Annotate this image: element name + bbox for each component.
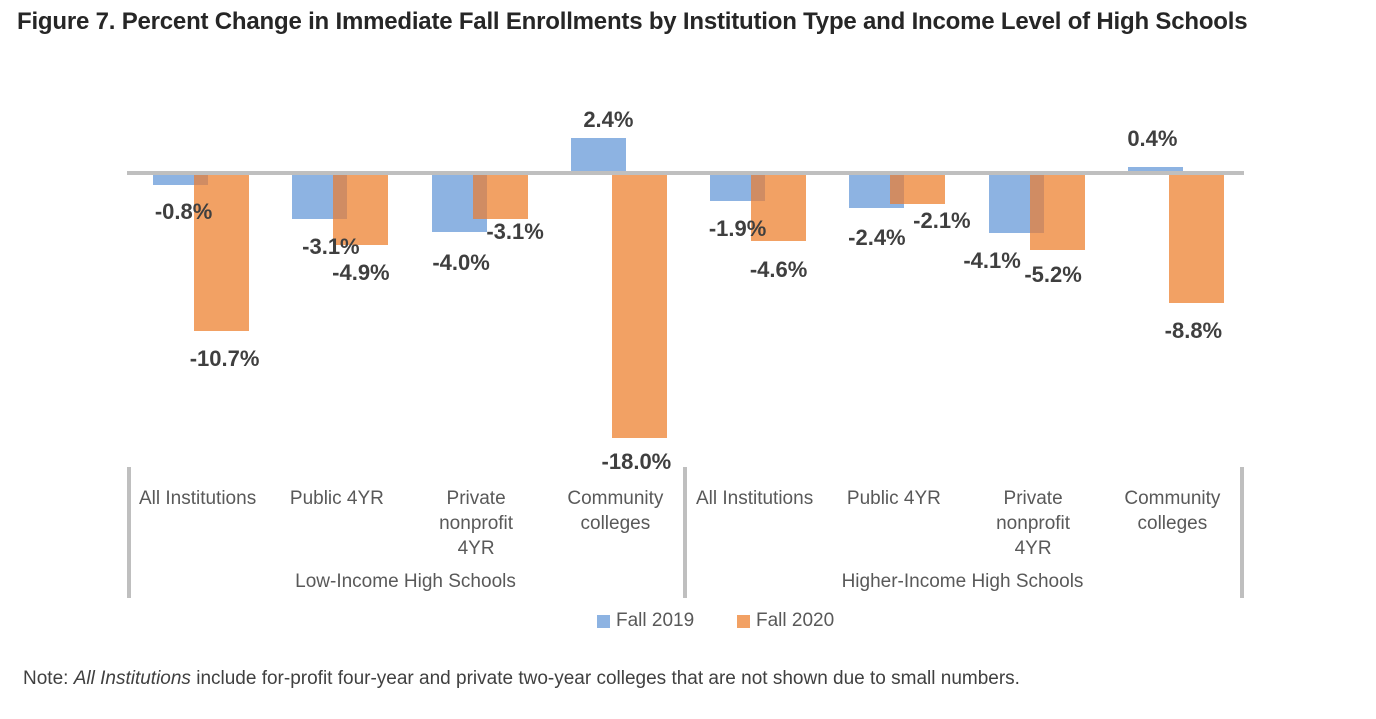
bar-fall-2019-3 bbox=[570, 137, 626, 173]
value-label-fall-2020-5: -2.1% bbox=[913, 207, 971, 233]
bar-overlap-1 bbox=[333, 173, 348, 219]
value-label-fall-2020-4: -4.6% bbox=[749, 256, 808, 282]
value-label-fall-2019-3: 2.4% bbox=[583, 106, 634, 132]
figure-title: Figure 7. Percent Change in Immediate Fa… bbox=[17, 8, 1248, 35]
figure-note: Note: All Institutions include for-profi… bbox=[23, 668, 1020, 690]
legend-item-fall-2019: Fall 2019 bbox=[597, 610, 694, 632]
bar-overlap-0 bbox=[194, 173, 209, 185]
value-label-fall-2020-6: -5.2% bbox=[1024, 261, 1082, 287]
bar-fall-2020-0 bbox=[194, 173, 250, 331]
bar-overlap-2 bbox=[472, 173, 487, 219]
legend-item-fall-2020: Fall 2020 bbox=[737, 610, 834, 632]
bar-fall-2020-7 bbox=[1168, 173, 1224, 303]
value-label-fall-2019-0: -0.8% bbox=[154, 198, 213, 224]
bar-fall-2019-0 bbox=[153, 173, 209, 185]
axis-divider-2 bbox=[1240, 467, 1244, 598]
category-label-community-colleges-g0: Community colleges bbox=[567, 488, 664, 534]
note-suffix: include for-profit four-year and private… bbox=[190, 668, 1020, 689]
value-label-fall-2020-2: -3.1% bbox=[486, 218, 544, 244]
axis-divider-1 bbox=[683, 467, 687, 598]
value-label-fall-2019-6: -4.1% bbox=[963, 248, 1021, 274]
value-label-fall-2019-1: -3.1% bbox=[302, 233, 360, 259]
value-label-fall-2019-4: -1.9% bbox=[708, 215, 767, 241]
bar-overlap-4 bbox=[751, 173, 766, 201]
value-label-fall-2019-5: -2.4% bbox=[848, 225, 906, 251]
category-label-public-4yr-g1: Public 4YR bbox=[846, 488, 941, 509]
category-label-all-institutions-g1: All Institutions bbox=[695, 488, 814, 509]
legend-swatch-fall-2020 bbox=[737, 614, 750, 628]
group-label-low-income-high-schools: Low-Income High Schools bbox=[295, 571, 516, 592]
value-label-fall-2019-7: 0.4% bbox=[1127, 126, 1178, 152]
value-label-fall-2019-2: -4.0% bbox=[432, 249, 490, 275]
axis-divider-0 bbox=[127, 467, 131, 598]
bar-overlap-6 bbox=[1029, 173, 1044, 234]
note-prefix: Note: bbox=[23, 668, 74, 689]
bar-fall-2020-3 bbox=[611, 173, 667, 438]
value-label-fall-2020-1: -4.9% bbox=[332, 260, 390, 286]
zero-axis-line bbox=[127, 171, 1244, 175]
category-label-private-nonprofit-4yr-g0: Private nonprofit 4YR bbox=[439, 488, 514, 559]
note-italic-term: All Institutions bbox=[73, 668, 191, 689]
bar-fall-2019-7 bbox=[1127, 167, 1183, 173]
category-label-community-colleges-g1: Community colleges bbox=[1124, 488, 1221, 534]
legend-label-fall-2020: Fall 2020 bbox=[756, 610, 835, 631]
bar-overlap-5 bbox=[890, 173, 905, 204]
group-label-higher-income-high-schools: Higher-Income High Schools bbox=[841, 571, 1084, 592]
category-label-public-4yr-g0: Public 4YR bbox=[289, 488, 384, 509]
category-label-private-nonprofit-4yr-g1: Private nonprofit 4YR bbox=[996, 488, 1071, 559]
legend-swatch-fall-2019 bbox=[597, 614, 610, 628]
value-label-fall-2020-0: -10.7% bbox=[189, 345, 260, 371]
value-label-fall-2020-3: -18.0% bbox=[601, 448, 672, 474]
bar-chart: -0.8% -10.7% -3.1% -4.9% -4.0% -3.1% 2.4% -18.0… bbox=[127, 106, 1244, 632]
value-label-fall-2020-7: -8.8% bbox=[1164, 317, 1223, 343]
legend-label-fall-2019: Fall 2019 bbox=[616, 610, 695, 631]
category-label-all-institutions-g0: All Institutions bbox=[138, 488, 257, 509]
